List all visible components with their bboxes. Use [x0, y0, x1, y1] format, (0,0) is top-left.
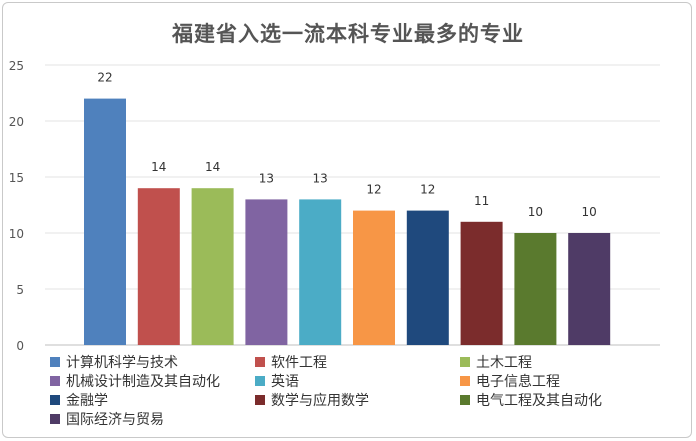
- bar: [84, 98, 126, 345]
- legend-item: 国际经济与贸易: [50, 410, 255, 428]
- legend-swatch: [50, 395, 60, 405]
- legend-item: 电气工程及其自动化: [460, 391, 665, 409]
- bar: [568, 233, 611, 345]
- bar: [191, 188, 234, 345]
- legend-item: 电子信息工程: [460, 372, 665, 390]
- legend-item: 数学与应用数学: [255, 391, 460, 409]
- legend-swatch: [255, 376, 265, 386]
- data-label: 14: [151, 160, 166, 174]
- y-tick-label: 5: [16, 283, 24, 297]
- legend-swatch: [50, 414, 60, 424]
- data-label: 10: [582, 205, 597, 219]
- legend-swatch: [255, 395, 265, 405]
- legend-swatch: [50, 376, 60, 386]
- chart-title: 福建省入选一流本科专业最多的专业: [172, 22, 524, 46]
- legend-swatch: [460, 395, 470, 405]
- y-tick-label: 15: [9, 171, 24, 185]
- data-label: 12: [420, 183, 435, 197]
- y-tick-label: 10: [9, 227, 24, 241]
- legend-label: 机械设计制造及其自动化: [66, 374, 220, 390]
- bar: [137, 188, 180, 345]
- y-tick-label: 20: [9, 115, 24, 129]
- data-label: 12: [366, 183, 381, 197]
- legend-label: 土木工程: [476, 355, 532, 371]
- data-label: 13: [259, 171, 274, 185]
- legend-label: 英语: [271, 374, 299, 390]
- data-label: 22: [97, 71, 112, 85]
- data-label: 10: [528, 205, 543, 219]
- legend-label: 软件工程: [271, 355, 327, 371]
- bar: [245, 199, 288, 345]
- chart-legend: 计算机科学与技术 软件工程 土木工程机械设计制造及其自动化 英语 电子信息工程金融学 数学…: [50, 353, 670, 428]
- data-label: 13: [313, 171, 328, 185]
- legend-item: 金融学: [50, 391, 255, 409]
- y-tick-label: 0: [16, 339, 24, 353]
- bar: [299, 199, 342, 345]
- legend-label: 金融学: [66, 393, 108, 409]
- legend-swatch: [460, 357, 470, 367]
- data-label: 14: [205, 160, 220, 174]
- legend-swatch: [460, 376, 470, 386]
- legend-label: 电子信息工程: [476, 374, 560, 390]
- legend-swatch: [255, 357, 265, 367]
- legend-item: 软件工程: [255, 353, 460, 371]
- legend-label: 国际经济与贸易: [66, 412, 164, 428]
- legend-item: 计算机科学与技术: [50, 353, 255, 371]
- data-label: 11: [474, 194, 489, 208]
- bar: [460, 221, 503, 345]
- legend-label: 电气工程及其自动化: [476, 393, 602, 409]
- legend-swatch: [50, 357, 60, 367]
- bar: [514, 233, 557, 345]
- legend-label: 计算机科学与技术: [66, 355, 178, 371]
- bar: [353, 210, 395, 345]
- y-tick-label: 25: [9, 59, 24, 73]
- legend-label: 数学与应用数学: [271, 393, 369, 409]
- bar: [406, 210, 449, 345]
- legend-item: 英语: [255, 372, 460, 390]
- legend-item: 机械设计制造及其自动化: [50, 372, 255, 390]
- legend-item: 土木工程: [460, 353, 665, 371]
